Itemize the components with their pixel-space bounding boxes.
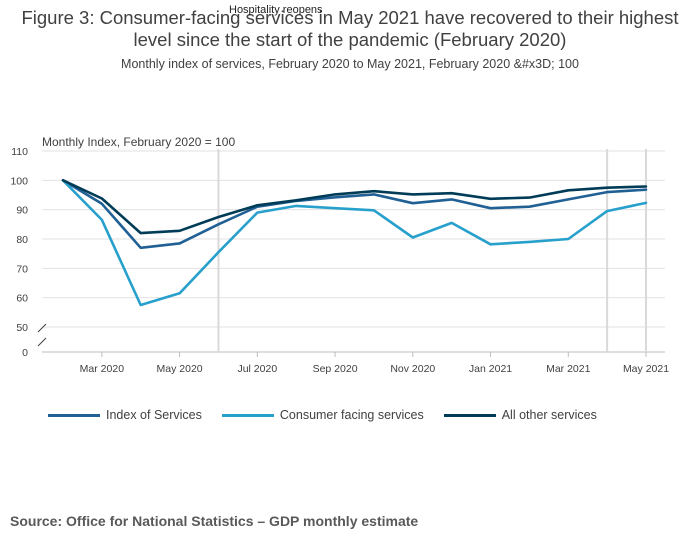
- legend-swatch-consumer-facing-services: [221, 413, 274, 417]
- legend-label: All other services: [501, 408, 597, 422]
- x-tick-label: Mar 2021: [546, 363, 591, 375]
- legend-swatch-index-of-services: [48, 413, 100, 417]
- x-tick-label: Sep 2020: [313, 363, 358, 375]
- y-tick-label: 90: [16, 205, 28, 217]
- y-tick-label: 100: [10, 175, 28, 187]
- legend-item-index-of-services[interactable]: Index of Services: [48, 408, 202, 422]
- series-line-consumer-facing-services: [61, 179, 648, 307]
- y-tick-label: 50: [16, 322, 28, 334]
- x-tick-label: May 2021: [623, 363, 669, 375]
- y-tick-label: 110: [11, 146, 28, 158]
- chart-title: Figure 3: Consumer-facing services in Ma…: [21, 7, 679, 50]
- legend-label: Consumer facing services: [279, 408, 424, 422]
- y-tick-label: 0: [22, 347, 28, 359]
- x-tick-label: Jul 2020: [237, 363, 277, 375]
- x-tick-label: Jan 2021: [469, 363, 512, 375]
- legend-swatch-all-other-services: [443, 413, 496, 417]
- chart-subtitle: Monthly index of services, February 2020…: [121, 57, 579, 71]
- x-tick-label: May 2020: [157, 363, 203, 375]
- series-line-index-of-services: [61, 179, 648, 250]
- y-tick-label: 70: [16, 263, 28, 275]
- y-tick-label: 80: [16, 234, 28, 246]
- y-tick-label: 60: [16, 293, 28, 305]
- legend-item-consumer-facing-services[interactable]: Consumer facing services: [221, 408, 424, 422]
- series-line-all-other-services: [61, 179, 648, 235]
- annotation-hospitality-reopens: Hospitality reopens: [229, 4, 323, 16]
- x-tick-label: Nov 2020: [390, 363, 435, 375]
- legend: Index of Services Consumer facing servic…: [48, 408, 617, 422]
- y-axis-label: Monthly Index, February 2020 = 100: [42, 135, 236, 149]
- axis-break-icon: [37, 323, 47, 347]
- source-note: Source: Office for National Statistics –…: [10, 513, 419, 529]
- x-tick-label: Mar 2020: [80, 363, 125, 375]
- legend-item-all-other-services[interactable]: All other services: [443, 408, 597, 422]
- legend-label: Index of Services: [106, 408, 202, 422]
